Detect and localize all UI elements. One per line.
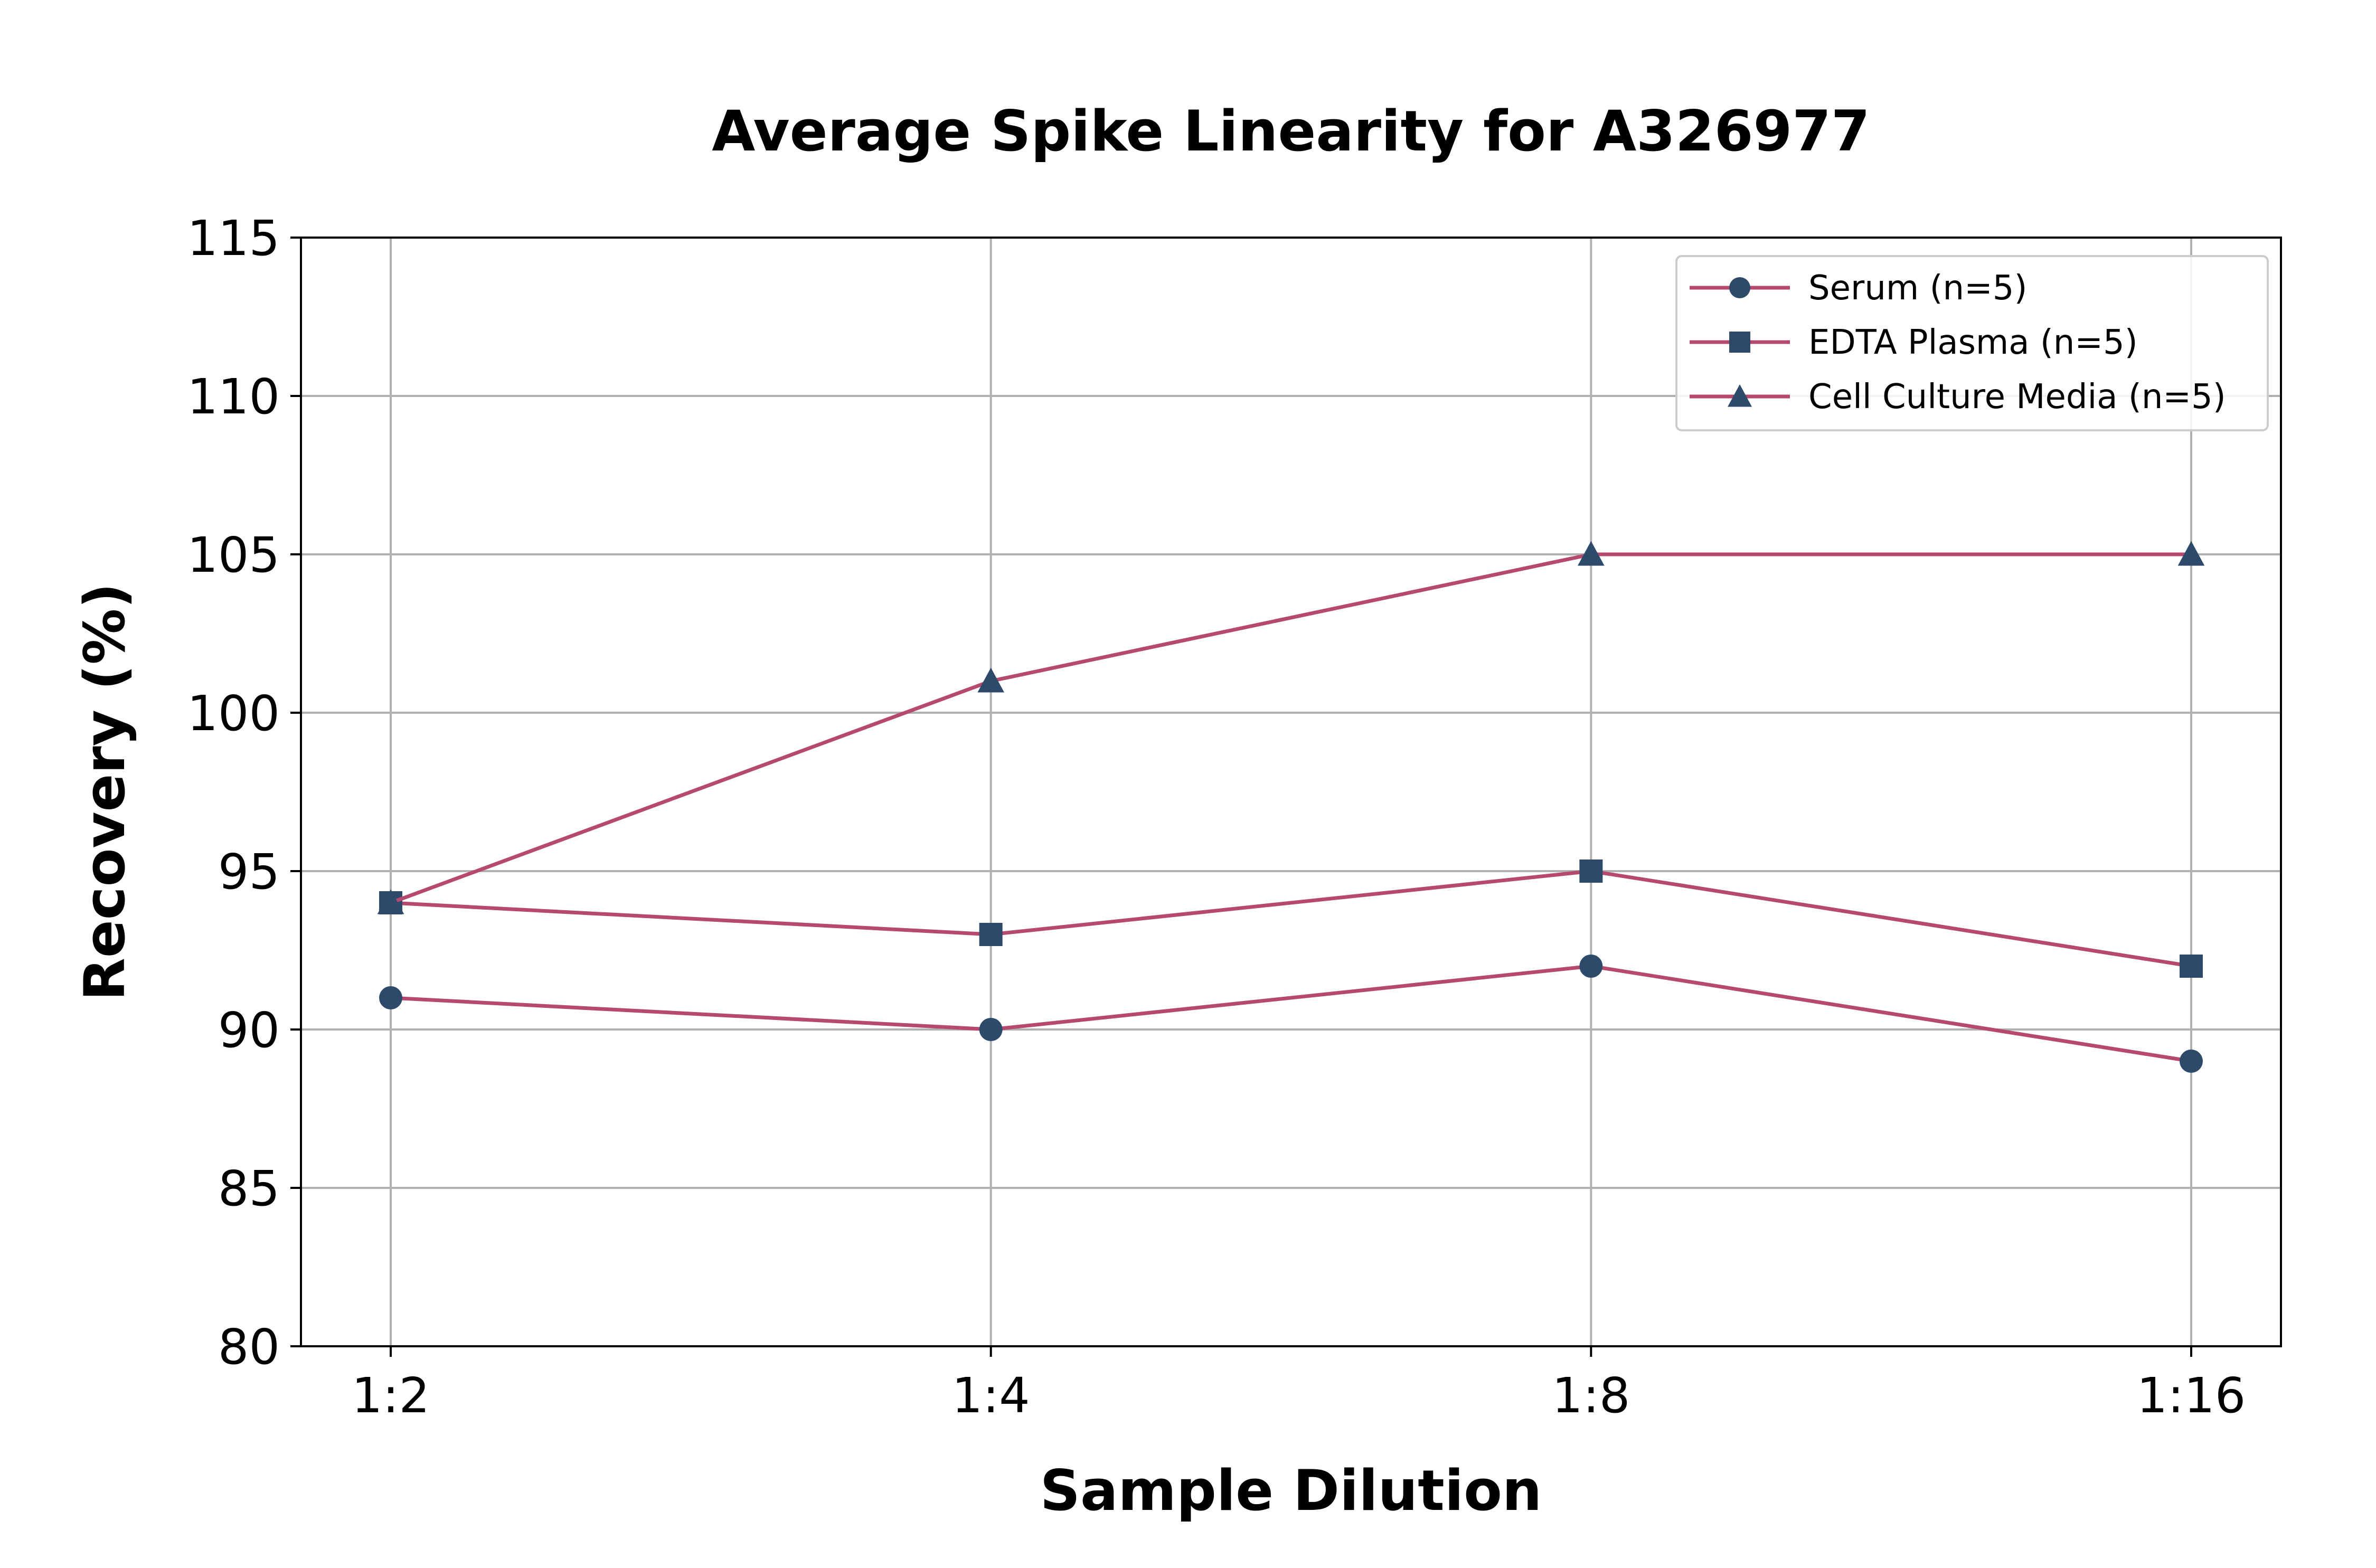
x-tick-label: 1:16 — [2137, 1367, 2246, 1424]
legend-item: Cell Culture Media (n=5) — [1690, 377, 2226, 417]
legend-label: Cell Culture Media (n=5) — [1808, 377, 2226, 417]
y-tick-label: 100 — [187, 685, 280, 742]
x-tick-label: 1:2 — [352, 1367, 430, 1424]
data-point — [2177, 541, 2205, 566]
series-layer — [377, 541, 2205, 1073]
plot-frame — [300, 237, 2282, 1347]
data-point — [979, 923, 1003, 946]
y-tick-label: 95 — [218, 844, 280, 900]
x-tick-label: 1:8 — [1552, 1367, 1630, 1424]
data-point — [2180, 955, 2203, 978]
y-tick-label: 105 — [187, 527, 280, 583]
data-point — [1578, 541, 1605, 566]
x-tick-label: 1:4 — [952, 1367, 1030, 1424]
legend-marker — [1728, 384, 1752, 407]
data-point — [1579, 955, 1603, 978]
x-axis-label: Sample Dilution — [1040, 1458, 1542, 1523]
data-point — [377, 889, 404, 914]
y-axis-label: Recovery (%) — [72, 583, 137, 1001]
series-circle — [379, 955, 2203, 1073]
y-tick-label: 90 — [218, 1002, 280, 1059]
data-point — [1579, 859, 1603, 883]
series-triangle — [377, 541, 2205, 914]
y-tick-label: 85 — [218, 1160, 280, 1217]
y-tick-label: 115 — [187, 210, 280, 267]
data-point — [977, 667, 1004, 693]
legend: Serum (n=5) EDTA Plasma (n=5) Cell Culture… — [1675, 255, 2269, 431]
series-line — [390, 552, 2191, 905]
legend-label: Serum (n=5) — [1808, 269, 2027, 308]
data-point — [2180, 1050, 2203, 1073]
legend-item: Serum (n=5) — [1690, 269, 2027, 308]
legend-marker — [1729, 277, 1750, 298]
legend-marker — [1729, 332, 1750, 353]
legend-item: EDTA Plasma (n=5) — [1690, 323, 2138, 362]
legend-label: EDTA Plasma (n=5) — [1808, 323, 2138, 362]
series-line — [390, 869, 2192, 968]
y-tick-label: 110 — [187, 369, 280, 425]
data-point — [979, 1018, 1003, 1041]
data-point — [379, 986, 402, 1009]
axis-ticks: 1:2 1:4 1:8 1:16 80 85 90 95 100 105 110 115 — [187, 210, 2246, 1424]
chart-title: Average Spike Linearity for A326977 — [712, 99, 1870, 164]
legend-box — [1675, 255, 2269, 431]
series-line — [390, 964, 2192, 1063]
y-tick-label: 80 — [218, 1319, 280, 1375]
